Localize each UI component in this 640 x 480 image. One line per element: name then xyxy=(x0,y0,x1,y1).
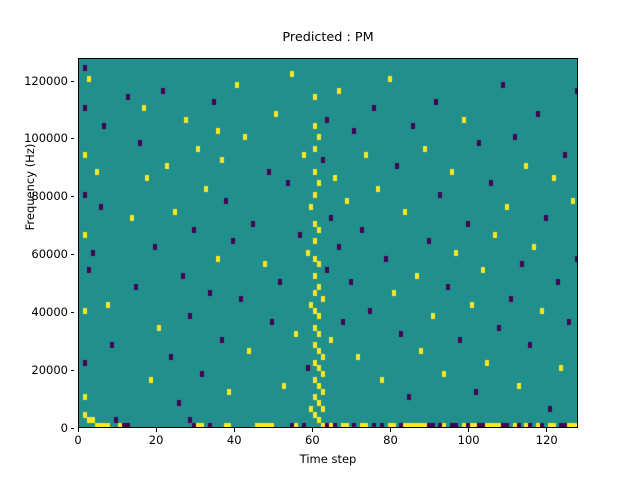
y-tick-line xyxy=(70,254,74,256)
y-tick-line xyxy=(70,80,74,82)
x-tick-label: 60 xyxy=(305,433,320,447)
x-tick-line xyxy=(311,428,313,432)
x-tick-label: 40 xyxy=(226,433,242,447)
x-tick-label: 0 xyxy=(74,433,82,447)
x-tick-line xyxy=(390,428,391,432)
x-axis-label: Time step xyxy=(299,452,357,466)
x-tick-line xyxy=(77,428,79,432)
y-tick-line xyxy=(70,138,74,140)
x-tick-label: 120 xyxy=(535,433,558,447)
x-tick-label: 80 xyxy=(383,433,398,447)
heatmap-plot-area[interactable] xyxy=(78,58,578,428)
y-tick-line xyxy=(70,369,74,371)
y-tick-label: 40000 xyxy=(31,304,68,319)
y-tick-line xyxy=(70,427,74,429)
y-tick-line xyxy=(70,196,74,198)
x-tick-line xyxy=(546,428,548,432)
y-tick-label: 20000 xyxy=(31,362,68,377)
page-title: Predicted : PM xyxy=(282,30,374,45)
x-tick-line xyxy=(468,428,470,432)
y-tick-label: 120000 xyxy=(24,73,68,88)
y-tick-label: 0 xyxy=(60,420,68,435)
x-tick-line xyxy=(233,428,235,432)
y-tick-label: 80000 xyxy=(31,189,68,204)
y-tick-label: 100000 xyxy=(24,131,68,146)
y-tick-line xyxy=(70,311,74,313)
x-tick-label: 100 xyxy=(457,433,480,447)
heatmap-image xyxy=(79,59,577,427)
x-tick-label: 20 xyxy=(148,433,164,447)
y-tick-label: 60000 xyxy=(31,247,68,262)
x-tick-line xyxy=(155,428,157,432)
